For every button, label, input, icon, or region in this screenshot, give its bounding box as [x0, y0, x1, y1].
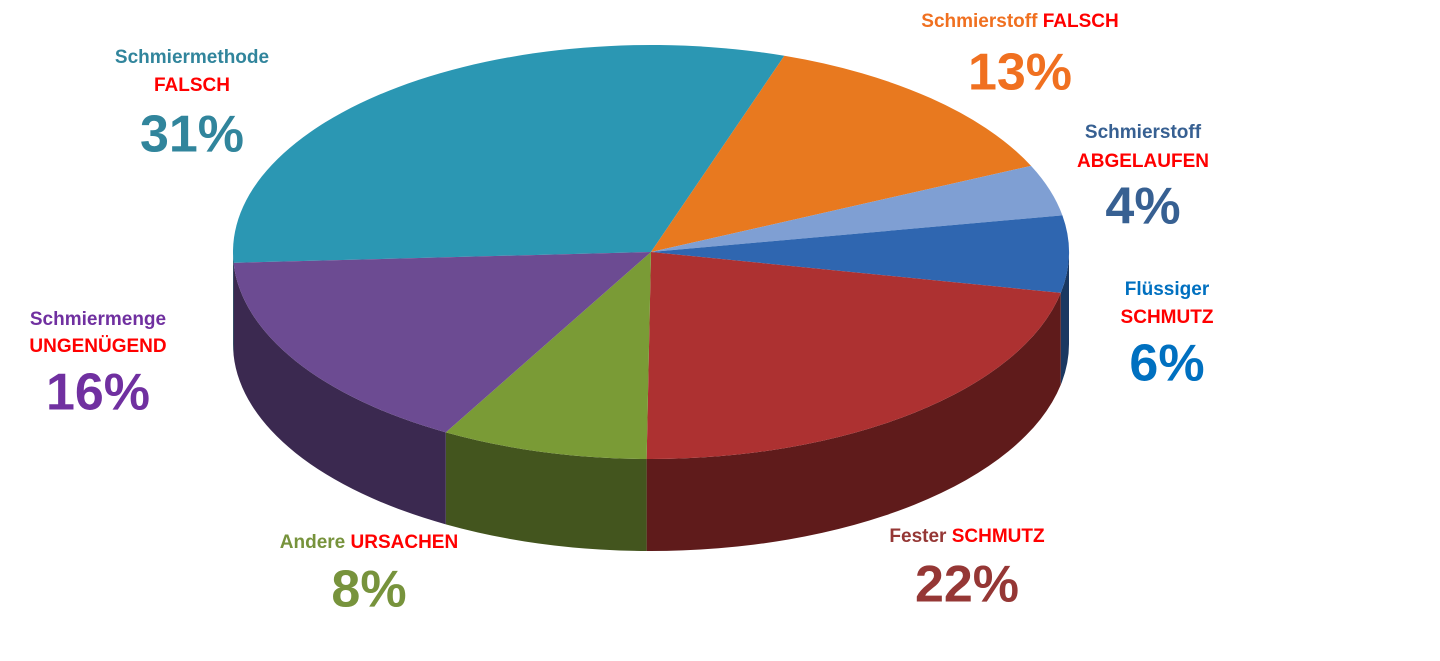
label-text: Schmiermethode [115, 47, 269, 68]
label-text: Schmierstoff [1085, 122, 1202, 143]
slice [651, 215, 1069, 293]
value-label: 13% [968, 44, 1072, 102]
slice-side [1060, 252, 1069, 385]
value-label: 6% [1129, 335, 1204, 393]
label-highlight: FALSCH [154, 75, 230, 96]
slice-side [233, 262, 446, 525]
slice-side [445, 432, 647, 551]
value-label: 16% [46, 364, 150, 422]
label-highlight: ABGELAUFEN [1077, 151, 1209, 172]
slice-label: Fester SCHMUTZ [889, 526, 1045, 547]
value-label: 22% [915, 556, 1019, 614]
slice [651, 165, 1063, 252]
label-text: Flüssiger [1125, 279, 1210, 300]
slice-label: Andere URSACHEN [280, 532, 458, 553]
value-label: 31% [140, 106, 244, 164]
slice [233, 252, 651, 433]
slice [233, 44, 785, 263]
label-highlight: URSACHEN [351, 532, 459, 553]
label-text: Fester [889, 526, 947, 547]
label-highlight: SCHMUTZ [952, 526, 1045, 547]
value-label: 4% [1105, 178, 1180, 236]
slice [646, 252, 1061, 459]
slice-side [233, 252, 234, 355]
label-highlight: SCHMUTZ [1121, 307, 1214, 328]
label-highlight: UNGENÜGEND [29, 336, 166, 357]
slice [445, 252, 651, 459]
label-text: Schmiermenge [30, 309, 166, 330]
slice-side [646, 292, 1061, 551]
label-text: Schmierstoff [921, 11, 1038, 32]
slice-label: Schmierstoff FALSCH [921, 11, 1118, 32]
label-highlight: FALSCH [1043, 11, 1119, 32]
value-label: 8% [331, 561, 406, 619]
slice [651, 55, 1032, 253]
label-text: Andere [280, 532, 345, 553]
